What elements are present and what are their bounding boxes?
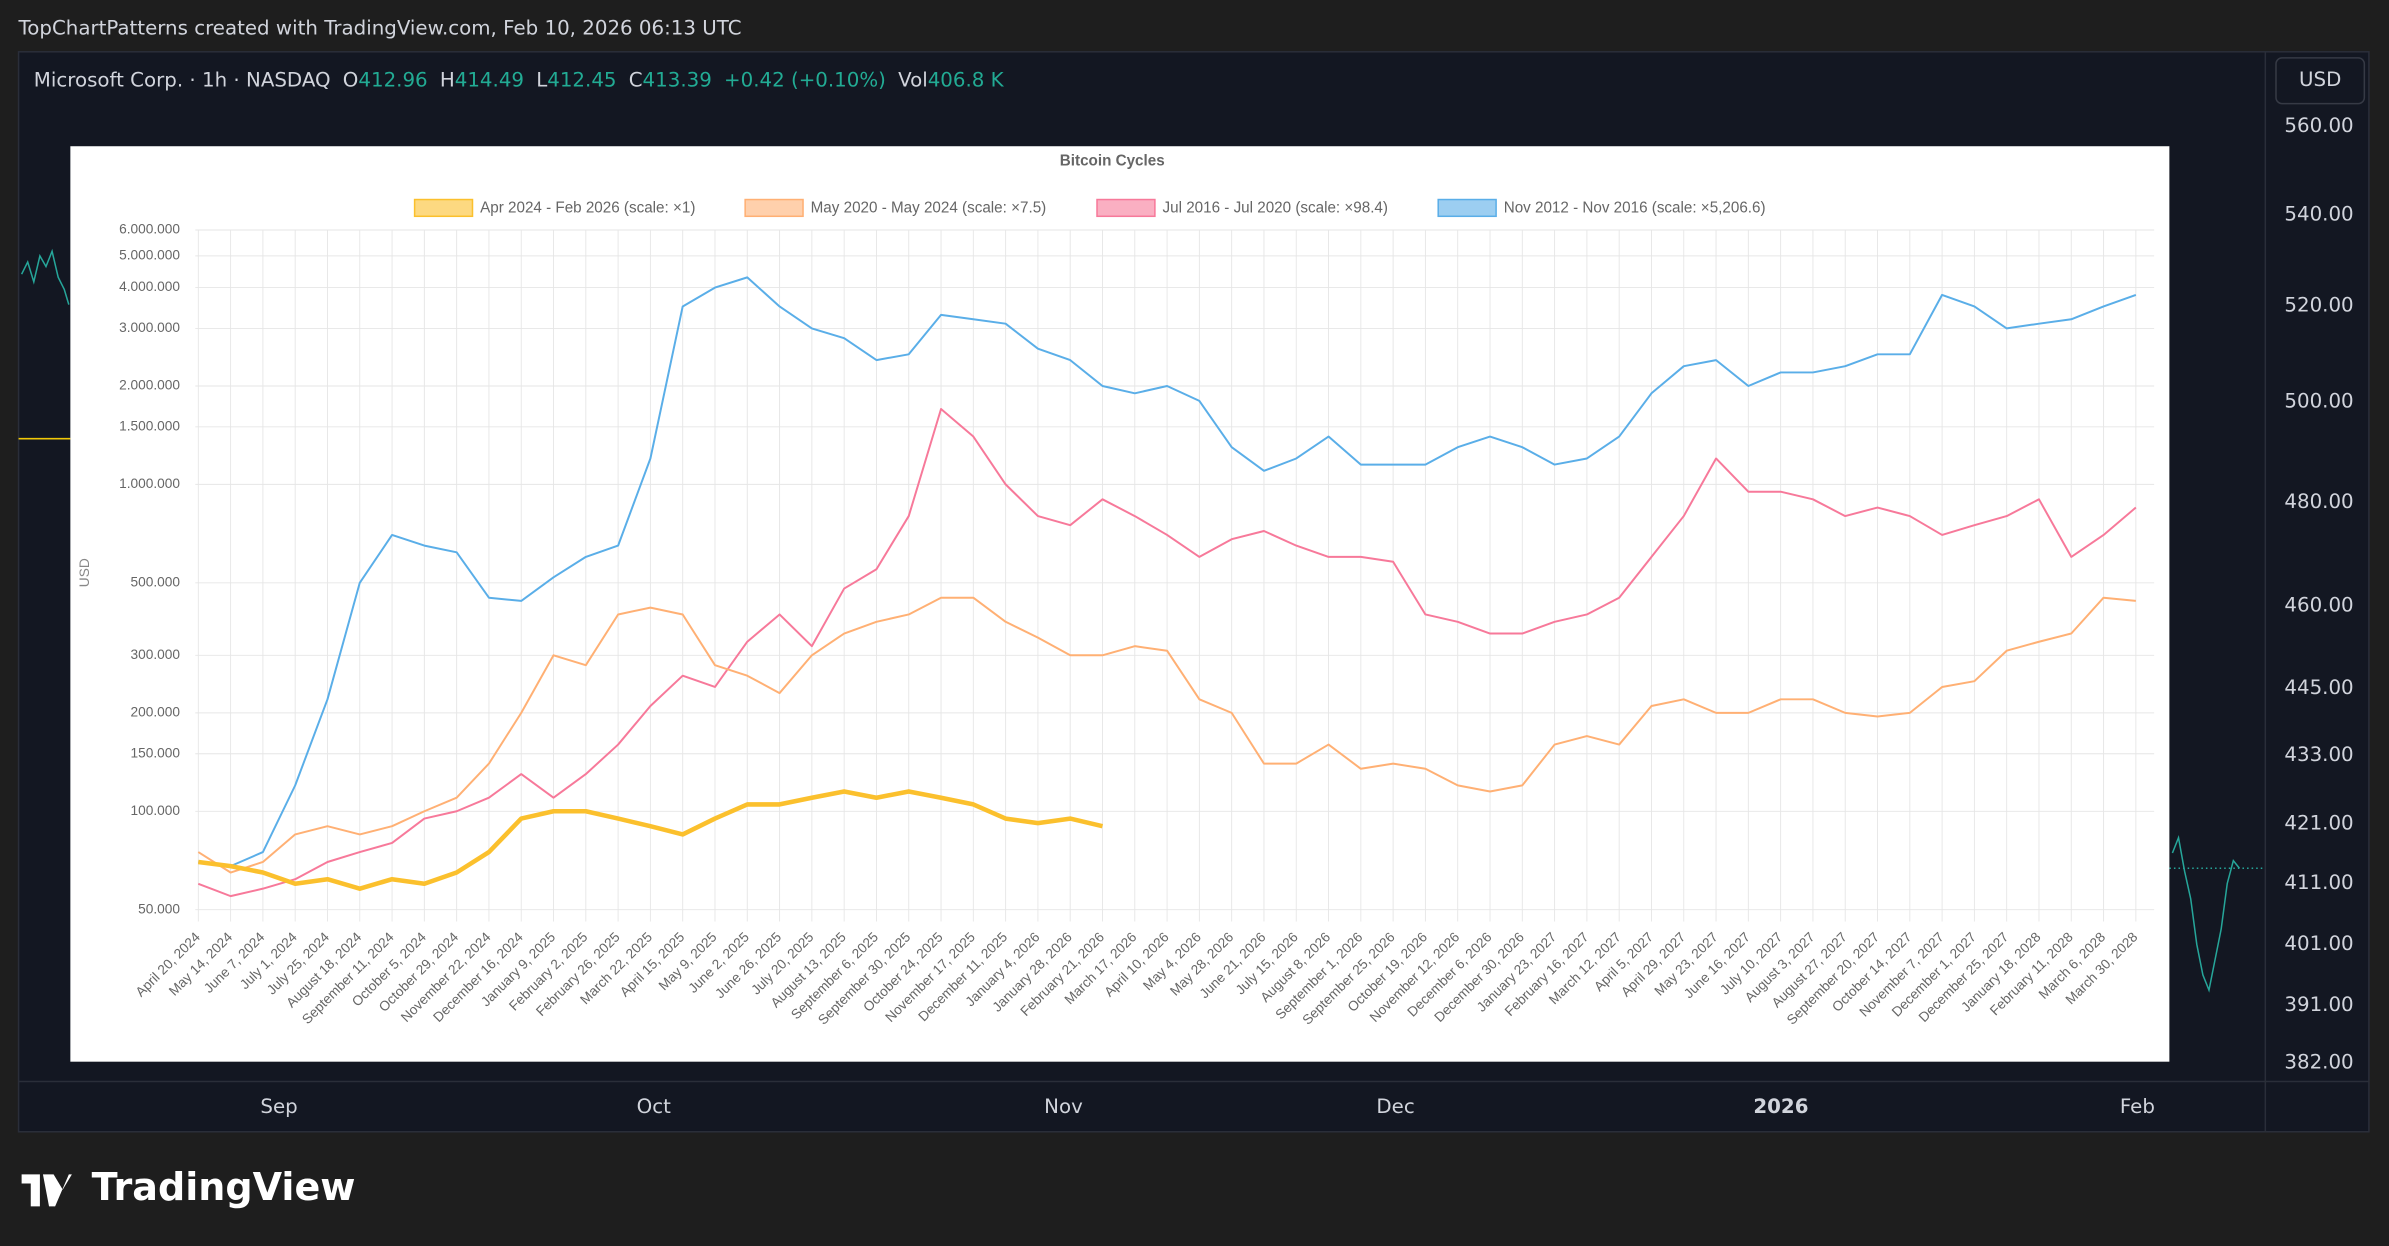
y-tick-label: 500.000 <box>131 574 181 589</box>
y-tick-label: 150.000 <box>131 745 181 760</box>
series-line <box>198 789 1104 891</box>
ohlc-label: C <box>629 68 643 91</box>
header-text: TopChartPatterns created with TradingVie… <box>18 16 742 39</box>
y-tick-label: 5.000.000 <box>119 248 180 263</box>
price-label: 433.00 <box>2284 743 2353 766</box>
legend-label: Jul 2016 - Jul 2020 (scale: ×98.4) <box>1163 200 1388 217</box>
price-label: 500.00 <box>2284 390 2353 413</box>
price-label: 520.00 <box>2284 294 2353 317</box>
legend-swatch <box>413 198 474 218</box>
symbol-text: Microsoft Corp. · 1h · NASDAQ O412.96 H414… <box>34 68 1005 91</box>
ohlc-value: 414.49 <box>455 68 524 91</box>
series-line <box>198 276 2137 868</box>
y-tick-label: 4.000.000 <box>119 279 180 294</box>
price-label: 382.00 <box>2284 1051 2353 1074</box>
time-label: Oct <box>637 1095 671 1118</box>
ohlc-value: 413.39 <box>643 68 712 91</box>
series-line <box>197 596 2136 874</box>
logo-text: TradingView <box>92 1165 356 1209</box>
logo-icon <box>21 1174 72 1207</box>
ohlc-label: L <box>536 68 547 91</box>
y-tick-label: 3.000.000 <box>119 320 180 335</box>
price-label: 540.00 <box>2284 202 2353 225</box>
currency-label[interactable]: USD <box>2299 68 2341 91</box>
volume-value: 406.8 K <box>928 68 1005 91</box>
symbol-line: Microsoft Corp. · 1h · NASDAQ O412.96 H414… <box>34 68 1005 91</box>
time-label: Dec <box>1376 1095 1414 1118</box>
price-label: 421.00 <box>2284 812 2353 835</box>
candles-right <box>2171 835 2241 993</box>
price-label: 401.00 <box>2284 932 2353 955</box>
ohlc-label: H <box>440 68 455 91</box>
candles-left <box>20 248 70 305</box>
y-axis-title: USD <box>77 558 92 587</box>
time-label: Nov <box>1044 1095 1083 1118</box>
time-label: Sep <box>260 1095 297 1118</box>
volume-label: Vol <box>898 68 928 91</box>
y-tick-label: 6.000.000 <box>119 222 180 237</box>
y-tick-label: 2.000.000 <box>119 378 180 393</box>
symbol-name: Microsoft Corp. · 1h · NASDAQ <box>34 68 331 91</box>
price-label: 560.00 <box>2284 114 2353 137</box>
price-label: 480.00 <box>2284 490 2353 513</box>
price-label: 445.00 <box>2284 676 2353 699</box>
embedded-chart <box>70 146 2170 1062</box>
price-label: 411.00 <box>2284 871 2353 894</box>
tv-axes: 560.00 540.00 520.00 500.00 480.00 460.00 445.… <box>260 114 2353 1118</box>
y-tick-label: 100.000 <box>131 803 181 818</box>
y-tick-label: 200.000 <box>131 705 181 720</box>
price-label: 460.00 <box>2284 594 2353 617</box>
time-label: 2026 <box>1753 1095 1808 1118</box>
legend-label: Nov 2012 - Nov 2016 (scale: ×5,206.6) <box>1504 200 1766 217</box>
y-tick-label: 1.500.000 <box>119 418 180 433</box>
time-label: Feb <box>2120 1095 2155 1118</box>
y-tick-label: 300.000 <box>131 647 181 662</box>
series-line <box>197 407 2137 898</box>
y-tick-label: 1.000.000 <box>119 476 180 491</box>
change: +0.42 (+0.10%) <box>724 68 886 91</box>
ohlc-value: 412.45 <box>547 68 616 91</box>
chart-title: Bitcoin Cycles <box>1060 152 1165 169</box>
legend-label: Apr 2024 - Feb 2026 (scale: ×1) <box>480 200 695 217</box>
ohlc-value: 412.96 <box>358 68 427 91</box>
currency-button[interactable] <box>2275 57 2366 105</box>
legend-swatch <box>744 198 804 218</box>
legend-swatch <box>1437 198 1497 218</box>
y-tick-label: 50.000 <box>138 901 180 916</box>
legend-swatch <box>1096 198 1156 218</box>
price-label: 391.00 <box>2284 993 2353 1016</box>
ohlc-label: O <box>343 68 359 91</box>
legend-label: May 2020 - May 2024 (scale: ×7.5) <box>811 200 1047 217</box>
